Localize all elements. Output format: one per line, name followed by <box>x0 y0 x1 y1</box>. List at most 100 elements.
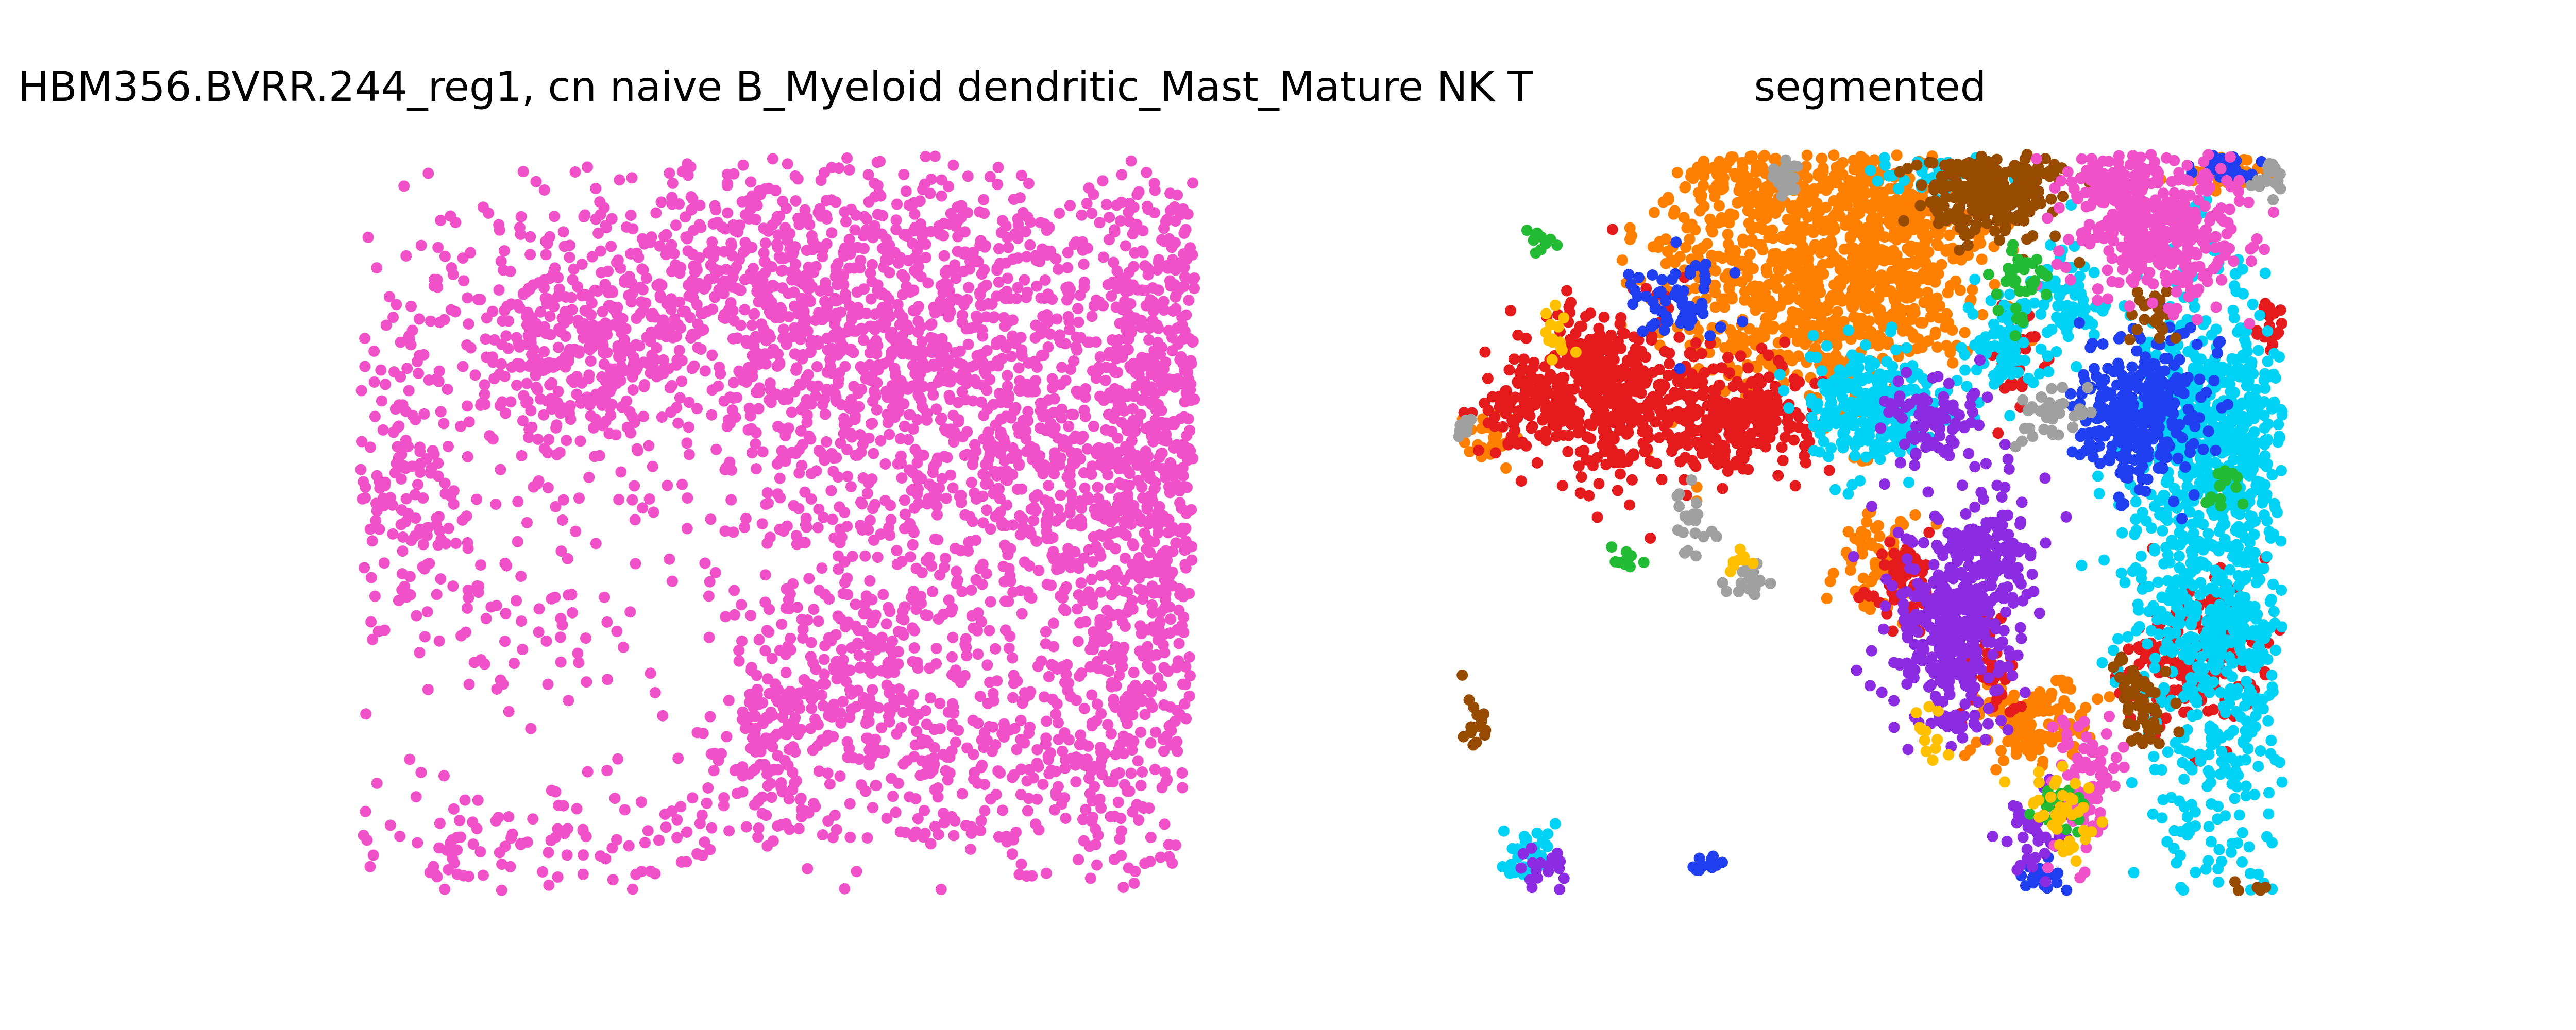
scatter-point <box>804 347 816 358</box>
scatter-point <box>991 336 1003 348</box>
scatter-point <box>967 516 978 527</box>
scatter-point <box>903 255 914 267</box>
scatter-point <box>1118 585 1130 597</box>
scatter-point <box>947 159 959 171</box>
scatter-point <box>1684 233 1696 245</box>
scatter-point <box>706 384 718 396</box>
scatter-point <box>1823 180 1835 192</box>
scatter-point <box>1151 507 1163 519</box>
scatter-point <box>1113 767 1125 779</box>
scatter-point <box>891 198 903 210</box>
scatter-point <box>929 150 941 162</box>
scatter-point <box>1059 677 1071 689</box>
scatter-point <box>1126 435 1138 447</box>
scatter-point <box>474 846 486 857</box>
scatter-point <box>867 338 879 350</box>
scatter-point <box>825 485 837 496</box>
scatter-point <box>543 847 554 859</box>
scatter-point <box>770 215 782 227</box>
scatter-point <box>654 278 666 290</box>
scatter-point <box>1017 207 1029 218</box>
scatter-point <box>839 360 851 372</box>
scatter-point <box>1079 482 1091 494</box>
scatter-point <box>844 798 856 810</box>
scatter-point <box>1070 759 1081 771</box>
scatter-point <box>813 765 825 777</box>
scatter-point <box>899 420 910 432</box>
scatter-point <box>753 403 765 415</box>
scatter-point <box>1010 337 1021 349</box>
scatter-point <box>884 707 896 719</box>
scatter-point <box>967 247 979 259</box>
scatter-point <box>1921 219 1933 231</box>
scatter-point <box>415 766 427 778</box>
scatter-point <box>1132 755 1144 767</box>
scatter-point <box>757 446 769 458</box>
scatter-point <box>866 259 878 270</box>
scatter-point <box>1058 440 1070 452</box>
scatter-point <box>1136 245 1148 257</box>
scatter-point <box>1110 543 1122 555</box>
scatter-point <box>1136 284 1148 296</box>
scatter-point <box>1022 805 1033 817</box>
scatter-point <box>1148 625 1160 637</box>
scatter-point <box>496 358 507 370</box>
scatter-point <box>996 520 1008 531</box>
scatter-point <box>543 434 555 445</box>
scatter-point <box>903 696 915 708</box>
scatter-point <box>920 555 932 566</box>
scatter-point <box>1158 745 1170 757</box>
scatter-point <box>737 159 749 171</box>
scatter-point <box>1180 507 1192 519</box>
scatter-point <box>1103 350 1115 362</box>
scatter-point <box>404 753 416 765</box>
scatter-point <box>975 815 987 827</box>
scatter-point <box>645 236 656 248</box>
scatter-point <box>992 483 1004 494</box>
scatter-point <box>1053 717 1064 729</box>
scatter-point <box>1112 526 1124 538</box>
scatter-point <box>772 306 784 318</box>
scatter-point <box>1122 489 1133 501</box>
scatter-point <box>719 313 731 324</box>
scatter-point <box>789 270 801 282</box>
scatter-point <box>1164 487 1176 499</box>
scatter-point <box>601 616 613 628</box>
scatter-point <box>442 384 453 395</box>
scatter-point <box>1089 781 1100 793</box>
scatter-point <box>1939 321 1951 333</box>
scatter-point <box>371 262 383 274</box>
scatter-point <box>538 409 550 421</box>
scatter-point <box>365 572 377 583</box>
scatter-point <box>1024 560 1036 572</box>
scatter-point <box>384 819 396 831</box>
scatter-point <box>479 379 490 391</box>
scatter-point <box>1028 443 1040 454</box>
scatter-point <box>590 183 602 194</box>
scatter-point <box>1902 292 1913 304</box>
scatter-point <box>733 645 745 656</box>
scatter-point <box>1125 314 1137 326</box>
scatter-point <box>1057 592 1069 604</box>
scatter-point <box>945 469 957 481</box>
scatter-point <box>545 329 556 340</box>
scatter-point <box>925 838 937 850</box>
scatter-point <box>648 506 659 518</box>
scatter-point <box>722 414 734 426</box>
scatter-point <box>1090 508 1102 520</box>
scatter-point <box>387 312 399 323</box>
scatter-point <box>1833 277 1845 288</box>
scatter-point <box>841 521 853 533</box>
scatter-point <box>766 653 778 664</box>
scatter-point <box>1123 284 1135 296</box>
scatter-point <box>1001 285 1013 297</box>
scatter-point <box>727 526 739 538</box>
scatter-point <box>499 370 511 382</box>
scatter-point <box>709 566 721 578</box>
scatter-point <box>563 695 574 707</box>
scatter-point <box>810 261 822 272</box>
scatter-point <box>896 348 908 359</box>
scatter-point <box>1103 776 1114 787</box>
scatter-point <box>414 467 426 478</box>
scatter-point <box>1995 745 2007 757</box>
